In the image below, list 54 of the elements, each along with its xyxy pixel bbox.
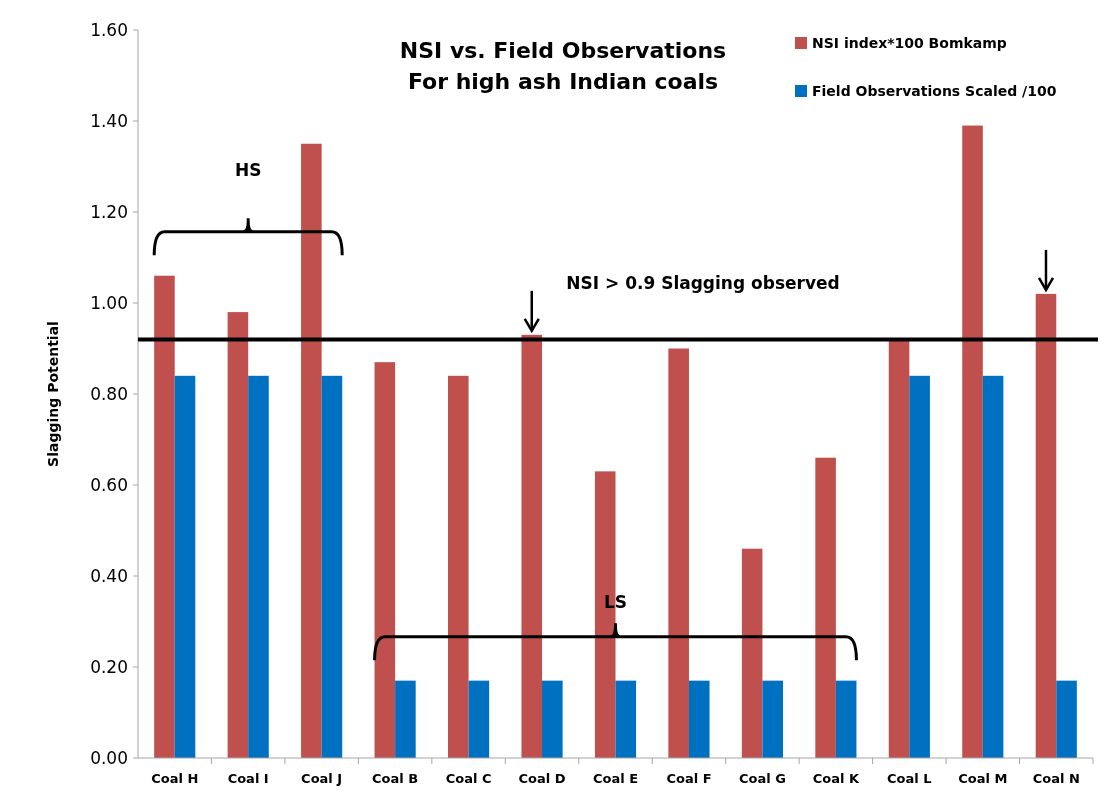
y-tick-label: 0.40	[90, 565, 128, 586]
bar	[668, 348, 689, 758]
bar	[448, 375, 469, 758]
annotation: LS	[603, 591, 628, 612]
bar	[982, 375, 1004, 758]
y-tick-label: 1.60	[90, 19, 128, 40]
bar	[888, 339, 910, 758]
x-tick-label: Coal C	[445, 771, 492, 786]
y-tick-label: 0.80	[90, 383, 128, 404]
x-tick-label: Coal G	[738, 771, 786, 786]
bar	[615, 680, 637, 758]
bar	[301, 143, 322, 758]
bar	[227, 312, 249, 758]
annotation: HS	[234, 159, 262, 180]
x-tick-label: Coal B	[372, 771, 419, 786]
bar	[468, 680, 490, 758]
bar	[174, 375, 196, 758]
x-tick-label: Coal J	[301, 771, 343, 786]
x-tick-label: Coal N	[1032, 771, 1080, 786]
bar	[909, 375, 930, 758]
text: NSI vs. Field Observations For high ash Indian coals	[399, 38, 727, 94]
legend-label: Field Observations Scaled /100	[812, 82, 1057, 99]
y-tick-label: 0.60	[90, 474, 128, 495]
ref-line-label: NSI > 0.9 Slagging observed	[566, 273, 840, 294]
bar	[521, 334, 543, 758]
x-tick-label: Coal H	[151, 771, 199, 786]
x-tick-label: Coal I	[227, 771, 269, 786]
bar	[542, 680, 563, 758]
y-tick-label: 1.00	[90, 292, 128, 313]
bar	[762, 680, 783, 758]
y-tick-label: 1.20	[90, 201, 128, 222]
legend-label: NSI index*100 Bomkamp	[812, 34, 1007, 51]
bar	[248, 375, 269, 758]
bar	[1056, 680, 1077, 758]
bar	[962, 125, 983, 758]
y-tick-label: 0.00	[90, 747, 128, 768]
bar	[374, 362, 396, 758]
y-tick-label: 1.40	[90, 110, 128, 131]
x-tick-label: Coal M	[958, 771, 1008, 786]
x-tick-label: Coal K	[812, 771, 860, 786]
y-tick-label: 0.20	[90, 656, 128, 677]
bar	[741, 548, 763, 758]
bar	[688, 680, 710, 758]
bar	[815, 457, 836, 758]
x-tick-label: Coal E	[592, 771, 639, 786]
bar	[154, 275, 175, 758]
bar	[395, 680, 416, 758]
x-tick-label: Coal D	[518, 771, 566, 786]
x-tick-label: Coal F	[666, 771, 712, 786]
x-tick-label: Coal L	[887, 771, 932, 786]
bar	[321, 375, 343, 758]
y-axis-title: Slagging Potential	[45, 321, 61, 467]
bar	[1035, 293, 1057, 758]
bar	[835, 680, 857, 758]
